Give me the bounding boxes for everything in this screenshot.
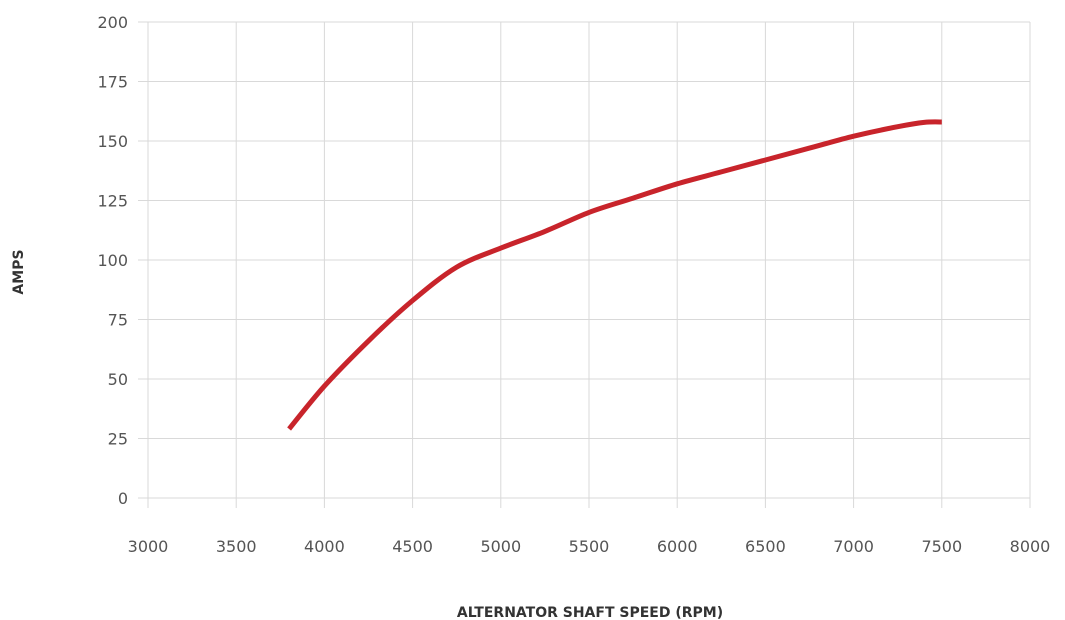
x-tick-label: 7500 — [921, 537, 962, 556]
y-tick-label: 100 — [97, 251, 128, 270]
y-tick-label: 75 — [108, 311, 128, 330]
series-layer — [287, 119, 942, 431]
grid-lines — [138, 21, 1031, 508]
x-tick-label: 7000 — [833, 537, 874, 556]
y-tick-label: 125 — [97, 192, 128, 211]
y-tick-label: 50 — [108, 370, 128, 389]
y-axis-title: AMPS — [11, 249, 27, 294]
x-tick-label: 6000 — [657, 537, 698, 556]
x-tick-label: 5500 — [569, 537, 610, 556]
x-tick-label: 8000 — [1010, 537, 1051, 556]
series-line-0 — [287, 119, 942, 431]
x-tick-label: 3500 — [216, 537, 257, 556]
x-tick-label: 5000 — [480, 537, 521, 556]
y-axis-ticks: 0 25 50 75 100 125 150 175 200 — [97, 13, 128, 508]
x-tick-label: 3000 — [128, 537, 169, 556]
y-tick-label: 175 — [97, 73, 128, 92]
x-axis-title: ALTERNATOR SHAFT SPEED (RPM) — [457, 605, 723, 620]
y-tick-label: 150 — [97, 132, 128, 151]
y-tick-label: 0 — [118, 489, 128, 508]
x-tick-label: 6500 — [745, 537, 786, 556]
y-tick-label: 25 — [108, 430, 128, 449]
x-axis-ticks: 3000 3500 4000 4500 5000 5500 6000 6500 7000 7500… — [128, 537, 1051, 556]
x-tick-label: 4500 — [392, 537, 433, 556]
y-tick-label: 200 — [97, 13, 128, 32]
x-tick-label: 4000 — [304, 537, 345, 556]
